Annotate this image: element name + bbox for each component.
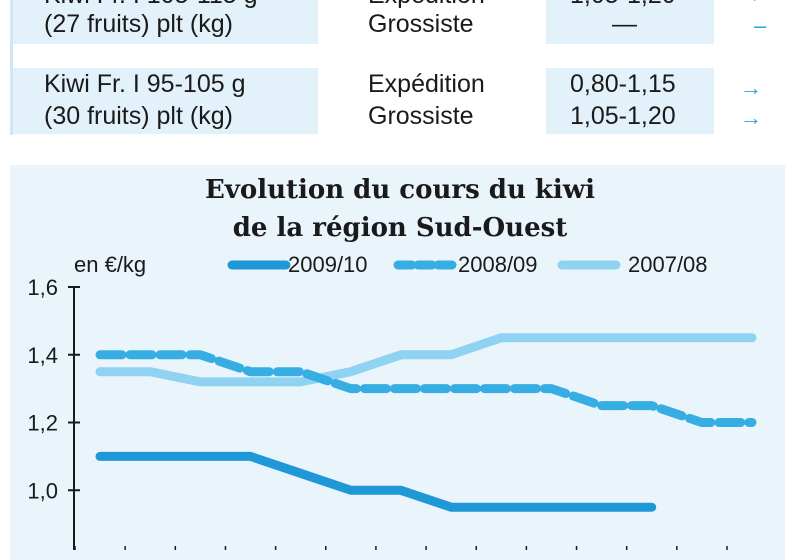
product-detail: (30 fruits) plt (kg) (44, 102, 233, 130)
price-range: 0,80-1,15 (570, 70, 676, 98)
legend-label-2007-08: 2007/08 (628, 252, 708, 277)
series-line-2009-10 (95, 451, 657, 512)
trend-dash-icon: – (754, 13, 767, 38)
product-cell (10, 0, 318, 44)
legend-label-2009-10: 2009/10 (288, 252, 368, 277)
y-tick-label: 1,4 (27, 343, 58, 368)
product-cell (10, 68, 318, 134)
price-range: 1,05-1,20 (570, 0, 676, 10)
market-type: Expédition (368, 0, 485, 10)
series-line-2008-09 (95, 350, 757, 427)
legend-label-2008-09: 2008/09 (458, 252, 538, 277)
series-line-2007-08 (95, 333, 757, 387)
price-range: 1,05-1,20 (570, 102, 676, 130)
trend-arrow-icon: → (740, 75, 762, 100)
y-tick-label: 0,8 (27, 546, 58, 550)
y-tick-label: 1,0 (27, 478, 58, 503)
chart-subtitle: de la région Sud-Ouest (232, 213, 568, 243)
y-axis-label: en €/kg (74, 252, 147, 277)
trend-arrow-icon: → (740, 105, 762, 130)
table-border (10, 0, 13, 135)
product-name: Kiwi Fr. I 95-105 g (44, 70, 246, 98)
product-detail: (27 fruits) plt (kg) (44, 10, 233, 38)
price-cell (546, 0, 714, 44)
price-table: Kiwi Fr. I 105-115 g (27 fruits) plt (kg… (0, 0, 800, 150)
y-tick-label: 1,2 (27, 411, 58, 436)
chart-title: Evolution du cours du kiwi (204, 175, 596, 205)
market-type: Grossiste (368, 10, 474, 38)
market-type: Grossiste (368, 102, 474, 130)
market-type: Expédition (368, 70, 485, 98)
product-name: Kiwi Fr. I 105-115 g (44, 0, 258, 10)
y-tick-label: 1,6 (27, 275, 58, 300)
price-range: — (612, 10, 637, 38)
price-cell (546, 68, 714, 134)
trend-arrow-icon: → (740, 0, 762, 10)
